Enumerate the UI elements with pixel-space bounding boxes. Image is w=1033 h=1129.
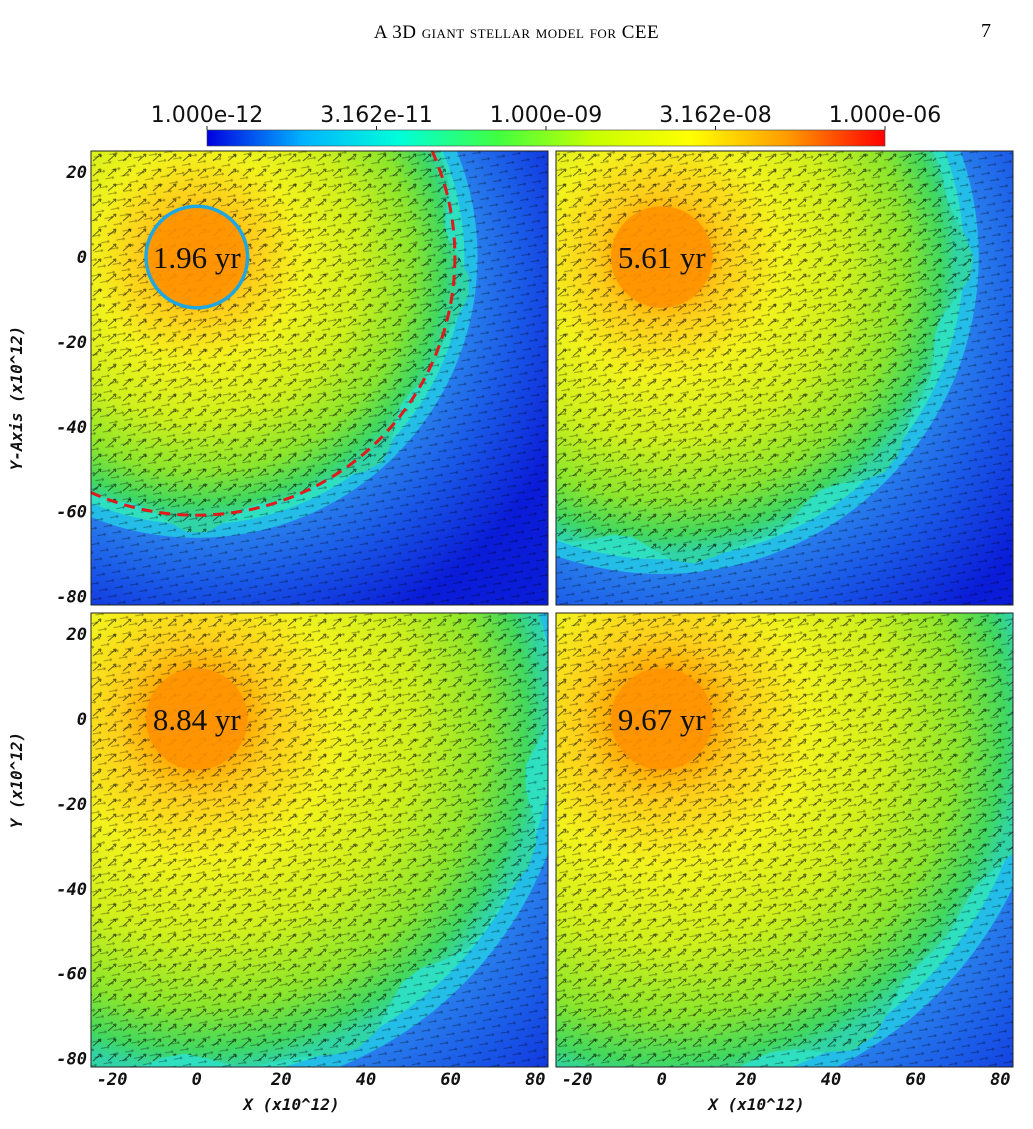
stellar-core (611, 668, 713, 770)
x-tick-label: 0 (657, 1070, 667, 1090)
running-title-prefix: A 3D (373, 22, 422, 43)
x-tick-label: 80 (990, 1070, 1010, 1090)
y-tick-label: -60 (56, 965, 87, 985)
velocity-arrows-outer (556, 613, 1013, 1067)
y-tick-label: 0 (77, 710, 87, 730)
y-tick-label: -80 (56, 1050, 87, 1070)
y-tick-label: 20 (66, 163, 87, 183)
axes: 20 0 -20 -40 -60 -80 20 0 -20 -40 -60 -80 -20 0 20 40 60… (7, 163, 1011, 1114)
colorbar: 1.000e-12 3.162e-11 1.000e-09 3.162e-08 1.00… (151, 103, 941, 147)
panel-top-right: 5.61 yr (555, 150, 1014, 606)
y-tick-label: -60 (56, 503, 87, 523)
time-label: 1.96 yr (153, 240, 242, 275)
colorbar-tick-label: 3.162e-08 (659, 103, 771, 128)
y-tick-label: 20 (66, 625, 87, 645)
panel-content (556, 151, 1013, 605)
x-tick-label: -20 (562, 1070, 593, 1090)
x-tick-label: 20 (270, 1070, 291, 1090)
panel-top-left: 1.96 yr (90, 150, 549, 606)
stellar-core (146, 668, 248, 770)
x-tick-label: 20 (735, 1070, 756, 1090)
x-tick-label: 60 (905, 1070, 925, 1090)
stellar-core (611, 206, 713, 308)
cyan-circle (144, 204, 250, 310)
stellar-core (146, 206, 248, 308)
colorbar-tick-label: 1.000e-06 (829, 103, 941, 128)
time-label: 5.61 yr (618, 240, 707, 275)
panel-frame (555, 612, 1014, 1068)
y-axis-label-top: Y-Axis (x10^12) (7, 326, 26, 471)
panel-bottom-right: 9.67 yr (555, 612, 1014, 1068)
y-tick-label: -20 (56, 333, 87, 353)
red-dashed-circle (91, 151, 457, 517)
y-tick-label: -80 (56, 588, 87, 608)
panel-content (91, 613, 548, 1067)
colorbar-tick-label: 1.000e-09 (490, 103, 602, 128)
colorbar-tick-label: 1.000e-12 (151, 103, 263, 128)
colorbar-bar (206, 129, 886, 147)
x-tick-label: -20 (97, 1070, 128, 1090)
panel-bottom-left: 8.84 yr (90, 612, 549, 1068)
colorbar-ticks: 1.000e-12 3.162e-11 1.000e-09 3.162e-08 1.00… (151, 103, 941, 130)
velocity-arrows-outer (91, 151, 548, 605)
running-head: A 3D giant stellar model for CEE (0, 22, 1033, 44)
panel-frame (90, 150, 549, 606)
y-tick-label: -20 (56, 795, 87, 815)
running-title-smallcaps: giant stellar model for (421, 22, 617, 43)
x-tick-label: 80 (525, 1070, 545, 1090)
y-tick-label: -40 (56, 418, 87, 438)
x-tick-label: 0 (192, 1070, 202, 1090)
panel-frame (90, 612, 549, 1068)
velocity-arrows-outer (556, 151, 1013, 605)
time-label: 8.84 yr (153, 702, 242, 737)
panel-content (556, 613, 1013, 1067)
colorbar-tick-label: 3.162e-11 (320, 103, 432, 128)
running-title-suffix: CEE (616, 22, 660, 43)
x-tick-label: 40 (821, 1070, 841, 1090)
x-tick-label: 40 (356, 1070, 376, 1090)
panel-frame (555, 150, 1014, 606)
x-axis-label: X (x10^12) (706, 1095, 804, 1114)
y-axis-label-bottom: Y (x10^12) (7, 732, 26, 828)
y-tick-label: 0 (77, 248, 87, 268)
panel-content (91, 151, 548, 605)
x-axis-label: X (x10^12) (241, 1095, 339, 1114)
page-number: 7 (981, 20, 991, 42)
time-label: 9.67 yr (618, 702, 707, 737)
velocity-arrows-outer (91, 613, 548, 1067)
y-tick-label: -40 (56, 880, 87, 900)
x-tick-label: 60 (440, 1070, 460, 1090)
